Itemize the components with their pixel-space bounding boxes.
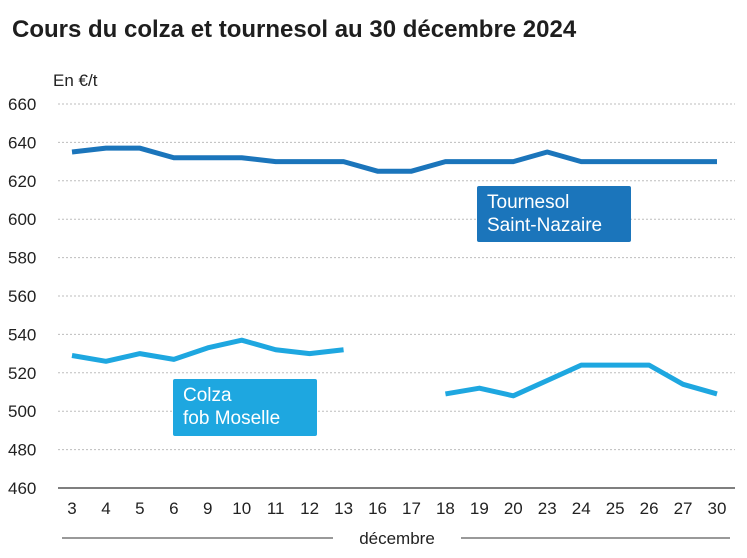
y-tick-label: 600 <box>8 210 36 229</box>
x-tick-label: 24 <box>572 499 591 518</box>
chart-title: Cours du colza et tournesol au 30 décemb… <box>12 16 577 43</box>
series-line-colza-fob-moselle <box>445 362 718 399</box>
y-tick-label: 500 <box>8 402 36 421</box>
x-tick-label: 30 <box>708 499 727 518</box>
x-tick-label: 3 <box>67 499 76 518</box>
series-label-box-colza-fob-moselle <box>173 379 317 436</box>
x-tick-label: 23 <box>538 499 557 518</box>
x-tick-label: 12 <box>300 499 319 518</box>
series-label-text: Tournesol <box>487 192 569 213</box>
y-axis-ticks: 460 480 500 520 540 560 580 600 620 640 660 <box>8 95 36 498</box>
x-tick-label: 17 <box>402 499 421 518</box>
series-label-text: fob Moselle <box>183 408 280 429</box>
x-tick-label: 4 <box>101 499 110 518</box>
y-tick-label: 620 <box>8 172 36 191</box>
series-line-tournesol-saint-nazaire <box>71 145 717 174</box>
series-label-text: Colza <box>183 385 232 406</box>
y-tick-label: 640 <box>8 133 36 152</box>
series-lines <box>71 145 718 399</box>
x-tick-label: 13 <box>334 499 353 518</box>
series-line-colza-fob-moselle <box>71 337 344 364</box>
x-axis-ticks: 3 4 5 6 9 10 11 12 13 16 17 18 19 20 23 24 25 26 27 30 <box>67 499 726 518</box>
y-tick-label: 560 <box>8 287 36 306</box>
x-tick-label: 16 <box>368 499 387 518</box>
y-tick-label: 540 <box>8 325 36 344</box>
y-tick-label: 480 <box>8 441 36 460</box>
x-tick-label: 10 <box>232 499 251 518</box>
x-tick-label: 20 <box>504 499 523 518</box>
y-axis-unit-label: En €/t <box>53 71 98 90</box>
y-tick-label: 520 <box>8 364 36 383</box>
x-tick-label: 11 <box>267 499 285 518</box>
x-tick-label: 9 <box>203 499 212 518</box>
y-tick-label: 460 <box>8 479 36 498</box>
series-label-box-tournesol-saint-nazaire <box>477 186 631 242</box>
series-label-text: Saint-Nazaire <box>487 215 602 236</box>
x-tick-label: 25 <box>606 499 625 518</box>
x-tick-label: 19 <box>470 499 489 518</box>
y-tick-label: 580 <box>8 249 36 268</box>
x-tick-label: 6 <box>169 499 178 518</box>
x-tick-label: 18 <box>436 499 455 518</box>
x-tick-label: 26 <box>640 499 659 518</box>
x-tick-label: 5 <box>135 499 144 518</box>
x-axis-title: décembre <box>359 529 435 548</box>
y-tick-label: 660 <box>8 95 36 114</box>
x-tick-label: 27 <box>674 499 693 518</box>
